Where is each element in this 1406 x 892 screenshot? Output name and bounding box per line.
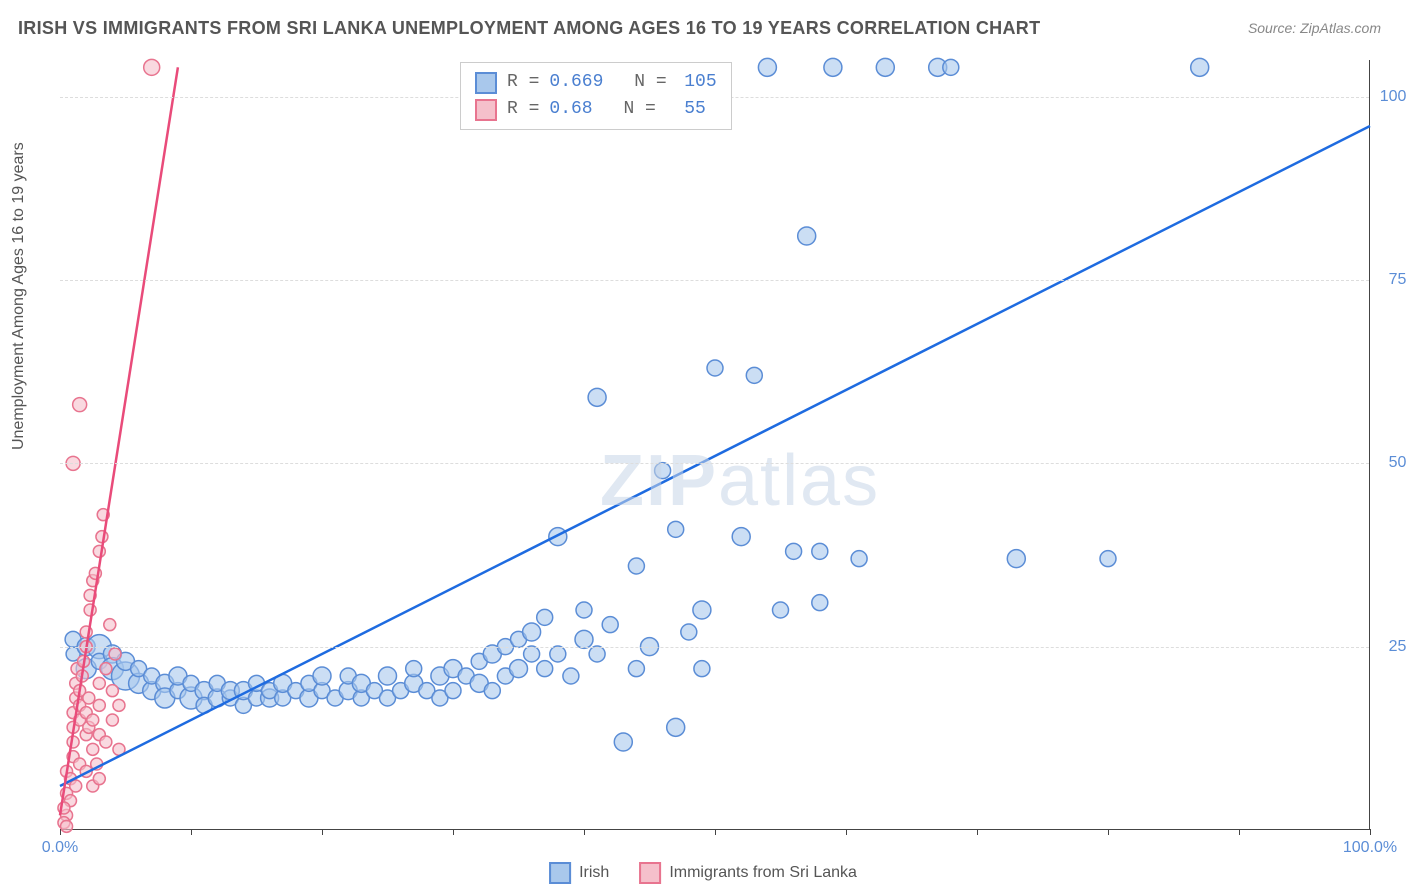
- x-tick: [715, 829, 716, 835]
- x-tick: [322, 829, 323, 835]
- y-tick-label: 75.0%: [1389, 271, 1406, 289]
- x-tick: [453, 829, 454, 835]
- x-tick: [191, 829, 192, 835]
- gridline: [60, 647, 1369, 648]
- legend-swatch-irish: [549, 862, 571, 884]
- bottom-legend: Irish Immigrants from Sri Lanka: [549, 862, 857, 884]
- stats-srilanka-n: 55: [666, 96, 706, 123]
- x-tick: [60, 829, 61, 835]
- x-tick: [1108, 829, 1109, 835]
- gridline: [60, 280, 1369, 281]
- x-tick: [977, 829, 978, 835]
- stats-irish-n: 105: [677, 69, 717, 96]
- stats-row-irish: R = 0.669 N = 105: [475, 69, 717, 96]
- stats-r-label: R =: [507, 69, 539, 96]
- y-tick-label: 50.0%: [1389, 454, 1406, 472]
- chart-container: IRISH VS IMMIGRANTS FROM SRI LANKA UNEMP…: [0, 0, 1406, 892]
- y-tick-label: 25.0%: [1389, 638, 1406, 656]
- legend-item-srilanka: Immigrants from Sri Lanka: [639, 862, 857, 884]
- gridline: [60, 463, 1369, 464]
- swatch-srilanka: [475, 99, 497, 121]
- x-tick-label: 0.0%: [42, 839, 78, 857]
- y-tick-label: 100.0%: [1380, 88, 1406, 106]
- chart-title: IRISH VS IMMIGRANTS FROM SRI LANKA UNEMP…: [18, 18, 1040, 39]
- legend-label-irish: Irish: [579, 864, 609, 882]
- x-tick: [846, 829, 847, 835]
- plot-svg: [60, 60, 1370, 830]
- x-tick: [1370, 829, 1371, 835]
- legend-label-srilanka: Immigrants from Sri Lanka: [669, 864, 857, 882]
- stats-box: R = 0.669 N = 105 R = 0.68 N = 55: [460, 62, 732, 130]
- stats-r-label-2: R =: [507, 96, 539, 123]
- stats-row-srilanka: R = 0.68 N = 55: [475, 96, 717, 123]
- x-tick: [584, 829, 585, 835]
- plot-area: ZIPatlas 25.0%50.0%75.0%100.0%0.0%100.0%: [60, 60, 1370, 830]
- stats-irish-r: 0.669: [549, 69, 603, 96]
- swatch-irish: [475, 72, 497, 94]
- y-axis-label: Unemployment Among Ages 16 to 19 years: [10, 142, 28, 450]
- legend-swatch-srilanka: [639, 862, 661, 884]
- x-tick: [1239, 829, 1240, 835]
- stats-n-label-2: N =: [623, 96, 655, 123]
- legend-item-irish: Irish: [549, 862, 609, 884]
- source-attribution: Source: ZipAtlas.com: [1248, 20, 1381, 36]
- stats-n-label: N =: [634, 69, 666, 96]
- x-tick-label: 100.0%: [1343, 839, 1397, 857]
- stats-srilanka-r: 0.68: [549, 96, 592, 123]
